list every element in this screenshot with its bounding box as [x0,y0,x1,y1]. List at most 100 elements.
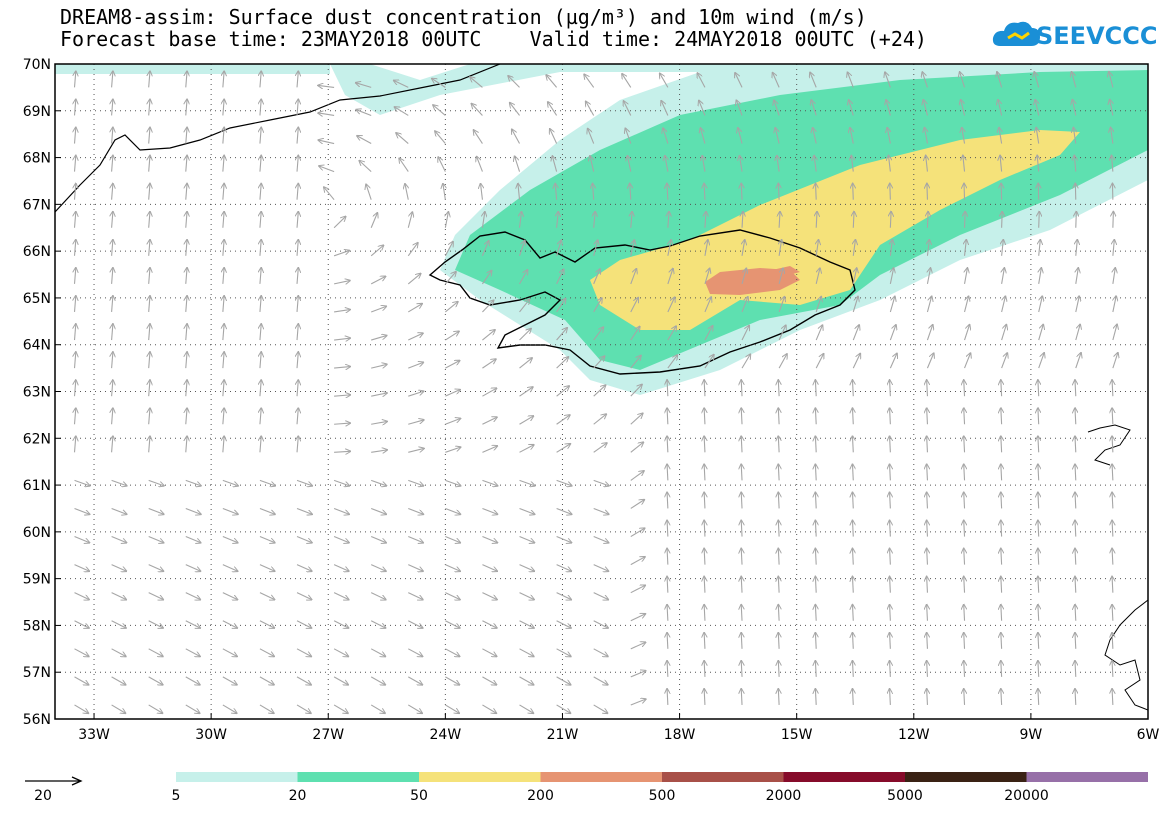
wind-arrow [742,212,743,228]
wind-arrow [334,367,350,369]
wind-arrow [1075,521,1076,537]
wind-arrow [890,436,891,453]
wind-arrow [960,72,966,88]
wind-arrow [964,408,965,425]
wind-arrow [75,128,76,144]
wind-arrow [853,240,855,256]
wind-arrow [667,464,668,481]
wind-arrow [356,83,372,88]
wind-arrow [185,676,200,685]
wind-arrow [223,156,224,172]
wind-arrow [890,212,891,228]
wind-arrow [508,76,520,88]
wind-arrow [927,408,928,425]
wind-arrow [148,676,163,685]
wind-arrow [815,354,823,369]
wind-arrow [779,240,781,256]
wind-arrow [334,423,350,424]
wind-arrow [1075,436,1076,453]
wind-arrow [297,71,298,88]
wind-arrow [815,268,820,285]
wind-arrow [890,268,893,285]
wind-arrow [297,408,298,425]
wind-arrow [259,704,274,713]
lat-label: 66N [23,244,51,260]
wind-arrow [185,620,200,628]
wind-arrow [736,100,743,116]
wind-reference-label: 20 [34,788,52,804]
wind-arrow [111,704,126,713]
wind-arrow [260,128,261,144]
wind-arrow [520,212,522,228]
wind-arrow [482,564,497,572]
wind-arrow [1000,156,1002,172]
wind-arrow [75,212,76,228]
wind-arrow [1001,296,1006,313]
wind-arrow [482,388,496,397]
lon-label: 33W [78,727,110,743]
wind-arrow [477,157,483,172]
wind-arrow [775,128,780,144]
wind-arrow [408,648,422,657]
wind-arrow [927,240,929,256]
wind-arrow [75,436,76,453]
lon-label: 21W [547,727,579,743]
wind-arrow [149,296,150,313]
wind-arrow [1075,605,1076,621]
wind-arrow [149,268,150,284]
wind-arrow [851,156,853,172]
wind-arrow [1075,325,1080,341]
wind-arrow [1035,100,1038,116]
color-bar-segment [783,772,905,782]
wind-arrow [185,564,201,572]
wind-arrow [444,272,456,285]
wind-arrow [852,633,853,649]
wind-arrow [593,240,598,256]
wind-arrow [850,128,853,144]
color-bar-segment [1026,772,1148,782]
wind-arrow [593,385,606,397]
lat-label: 68N [23,151,51,167]
wind-arrow [1112,353,1118,369]
color-bar-label: 200 [527,788,554,804]
wind-arrow [75,100,76,116]
wind-arrow [556,299,566,313]
wind-arrow [1001,408,1002,425]
wind-arrow [667,521,668,537]
wind-arrow [370,276,385,285]
wind-arrow [445,390,460,397]
wind-arrow [1038,492,1039,509]
wind-arrow [964,184,965,200]
wind-arrow [815,661,816,677]
wind-arrow [704,521,705,537]
lat-label: 69N [23,104,51,120]
wind-arrow [814,156,816,172]
wind-arrow [741,297,748,313]
wind-arrow [519,416,534,425]
wind-arrow [186,436,187,453]
color-bar-label: 2000 [766,788,802,804]
wind-arrow [112,156,113,172]
wind-arrow [186,408,187,425]
wind-arrow [816,240,818,256]
wind-arrow [395,107,409,116]
wind-arrow [223,71,224,88]
wind-arrow [297,352,298,369]
wind-arrow [443,184,445,200]
wind-arrow [852,577,853,593]
wind-arrow [260,296,261,313]
logo-text: SEEVCCC [1036,22,1158,50]
wind-arrow [778,354,787,369]
wind-arrow [552,156,558,172]
wind-arrow [630,413,643,425]
wind-arrow [624,101,632,116]
wind-arrow [927,464,928,481]
wind-arrow [74,564,90,572]
wind-arrow [482,507,497,514]
color-bar-label: 500 [649,788,676,804]
wind-arrow [999,128,1002,144]
lon-label: 18W [664,727,696,743]
wind-arrow [482,359,495,369]
wind-arrow [815,492,816,509]
